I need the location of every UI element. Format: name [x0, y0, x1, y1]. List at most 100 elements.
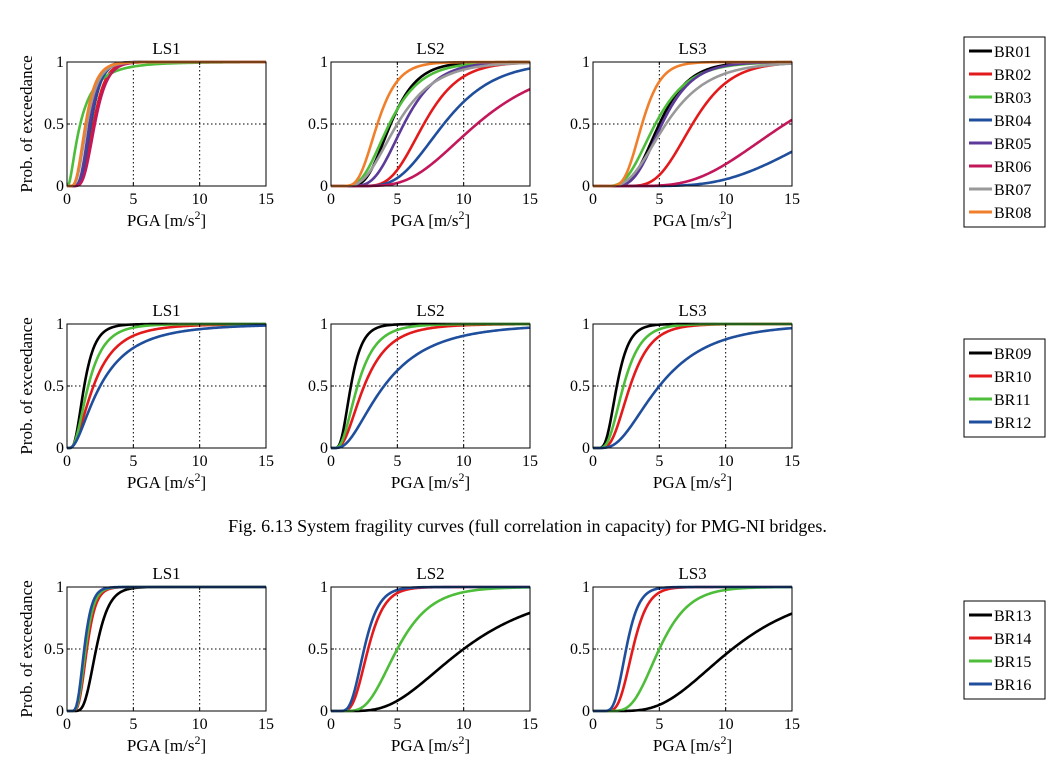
y-tick-label: 0 — [56, 178, 64, 195]
legend-label-br04: BR04 — [994, 113, 1031, 130]
x-tick-label: 15 — [258, 191, 274, 208]
y-tick-label: 1 — [56, 579, 64, 596]
series-line-br07 — [593, 62, 793, 188]
x-tick-label: 15 — [784, 716, 800, 733]
y-tick-label: 0 — [320, 703, 328, 720]
x-tick-label: 15 — [522, 716, 538, 733]
x-axis-label: PGA [m/s2] — [391, 733, 470, 755]
x-axis-label: PGA [m/s2] — [391, 208, 470, 230]
legend-label-br01: BR01 — [994, 44, 1031, 61]
y-tick-label: 1 — [56, 316, 64, 333]
y-tick-label: 0 — [320, 440, 328, 457]
series-line-br12 — [593, 326, 793, 450]
legend-label-br09: BR09 — [994, 346, 1031, 363]
x-tick-label: 0 — [589, 716, 597, 733]
x-tick-label: 10 — [456, 191, 472, 208]
x-tick-label: 5 — [129, 191, 137, 208]
x-axis-label: PGA [m/s2] — [653, 470, 732, 492]
x-tick-label: 0 — [63, 191, 71, 208]
legend: BR13 BR14 BR15 BR16 — [963, 600, 1046, 700]
x-tick-label: 10 — [718, 716, 734, 733]
panel-title: LS2 — [416, 301, 444, 320]
x-tick-label: 10 — [456, 453, 472, 470]
x-axis-label: PGA [m/s2] — [653, 208, 732, 230]
y-tick-label: 0 — [582, 440, 590, 457]
y-tick-label: 1 — [582, 54, 590, 71]
y-tick-label: 0 — [320, 178, 328, 195]
x-axis-label: PGA [m/s2] — [127, 470, 206, 492]
x-tick-label: 0 — [63, 453, 71, 470]
panel-ls3: LS3 0 5 10 15 0 0.5 1 PGA [m/s2] — [570, 564, 800, 755]
y-axis-label: Prob. of exceedance — [17, 55, 36, 192]
y-tick-label: 0.5 — [44, 378, 64, 395]
x-tick-label: 5 — [655, 191, 663, 208]
y-tick-label: 0.5 — [570, 116, 590, 133]
series-line-br07 — [331, 61, 531, 188]
y-axis-label: Prob. of exceedance — [17, 580, 36, 717]
y-axis-label: Prob. of exceedance — [17, 317, 36, 454]
x-tick-label: 10 — [192, 453, 208, 470]
x-tick-label: 10 — [718, 191, 734, 208]
x-tick-label: 15 — [258, 716, 274, 733]
legend-label-br05: BR05 — [994, 136, 1031, 153]
legend-label-br08: BR08 — [994, 205, 1031, 222]
legend-label-br10: BR10 — [994, 369, 1031, 386]
figure-caption: Fig. 6.13 System fragility curves (full … — [228, 516, 827, 536]
y-tick-label: 0.5 — [44, 116, 64, 133]
y-tick-label: 1 — [320, 316, 328, 333]
legend-label-br16: BR16 — [994, 677, 1031, 694]
x-axis-label: PGA [m/s2] — [391, 470, 470, 492]
series-line-br12 — [67, 324, 267, 450]
panel-ls3: LS3 0 5 10 15 0 0.5 1 PGA [m/s2] — [570, 39, 800, 230]
panel-title: LS2 — [416, 39, 444, 58]
legend: BR09 BR10 BR11 BR12 — [963, 338, 1046, 438]
series-line-br12 — [331, 326, 531, 450]
x-tick-label: 5 — [393, 716, 401, 733]
panel-ls2: LS2 0 5 10 15 0 0.5 1 PGA [m/s2] — [308, 39, 538, 230]
x-tick-label: 0 — [63, 716, 71, 733]
x-tick-label: 0 — [589, 453, 597, 470]
y-tick-label: 0.5 — [570, 641, 590, 658]
x-tick-label: 0 — [327, 453, 335, 470]
y-tick-label: 0.5 — [570, 378, 590, 395]
x-tick-label: 15 — [522, 453, 538, 470]
legend-label-br11: BR11 — [994, 392, 1031, 409]
series-line-br15 — [331, 586, 531, 713]
legend-label-br03: BR03 — [994, 90, 1031, 107]
x-tick-label: 15 — [258, 453, 274, 470]
x-tick-label: 10 — [718, 453, 734, 470]
y-tick-label: 0 — [582, 178, 590, 195]
panel-title: LS1 — [152, 301, 180, 320]
legend-label-br07: BR07 — [994, 182, 1031, 199]
y-tick-label: 0 — [56, 703, 64, 720]
legend-label-br02: BR02 — [994, 67, 1031, 84]
panel-ls3: LS3 0 5 10 15 0 0.5 1 PGA [m/s2] — [570, 301, 800, 492]
legend-label-br12: BR12 — [994, 415, 1031, 432]
y-tick-label: 0 — [56, 440, 64, 457]
x-tick-label: 0 — [327, 191, 335, 208]
panel-ls1: LS1 0 5 10 15 0 0.5 1 PGA [m/s2] — [44, 301, 274, 492]
y-tick-label: 1 — [582, 316, 590, 333]
x-tick-label: 5 — [129, 716, 137, 733]
x-tick-label: 5 — [655, 716, 663, 733]
x-tick-label: 10 — [192, 191, 208, 208]
x-axis-label: PGA [m/s2] — [127, 208, 206, 230]
y-tick-label: 0 — [582, 703, 590, 720]
panel-ls1: LS1 0 5 10 15 0 0.5 1 PGA [m/s2] — [44, 39, 274, 230]
x-tick-label: 15 — [784, 191, 800, 208]
x-tick-label: 5 — [393, 191, 401, 208]
y-tick-label: 1 — [320, 54, 328, 71]
x-tick-label: 10 — [456, 716, 472, 733]
panel-title: LS2 — [416, 564, 444, 583]
panel-title: LS3 — [678, 39, 706, 58]
x-tick-label: 5 — [129, 453, 137, 470]
legend-box — [963, 36, 1046, 228]
y-tick-label: 0.5 — [308, 641, 328, 658]
panel-ls2: LS2 0 5 10 15 0 0.5 1 PGA [m/s2] — [308, 301, 538, 492]
x-tick-label: 15 — [784, 453, 800, 470]
y-tick-label: 1 — [320, 579, 328, 596]
panel-title: LS1 — [152, 39, 180, 58]
